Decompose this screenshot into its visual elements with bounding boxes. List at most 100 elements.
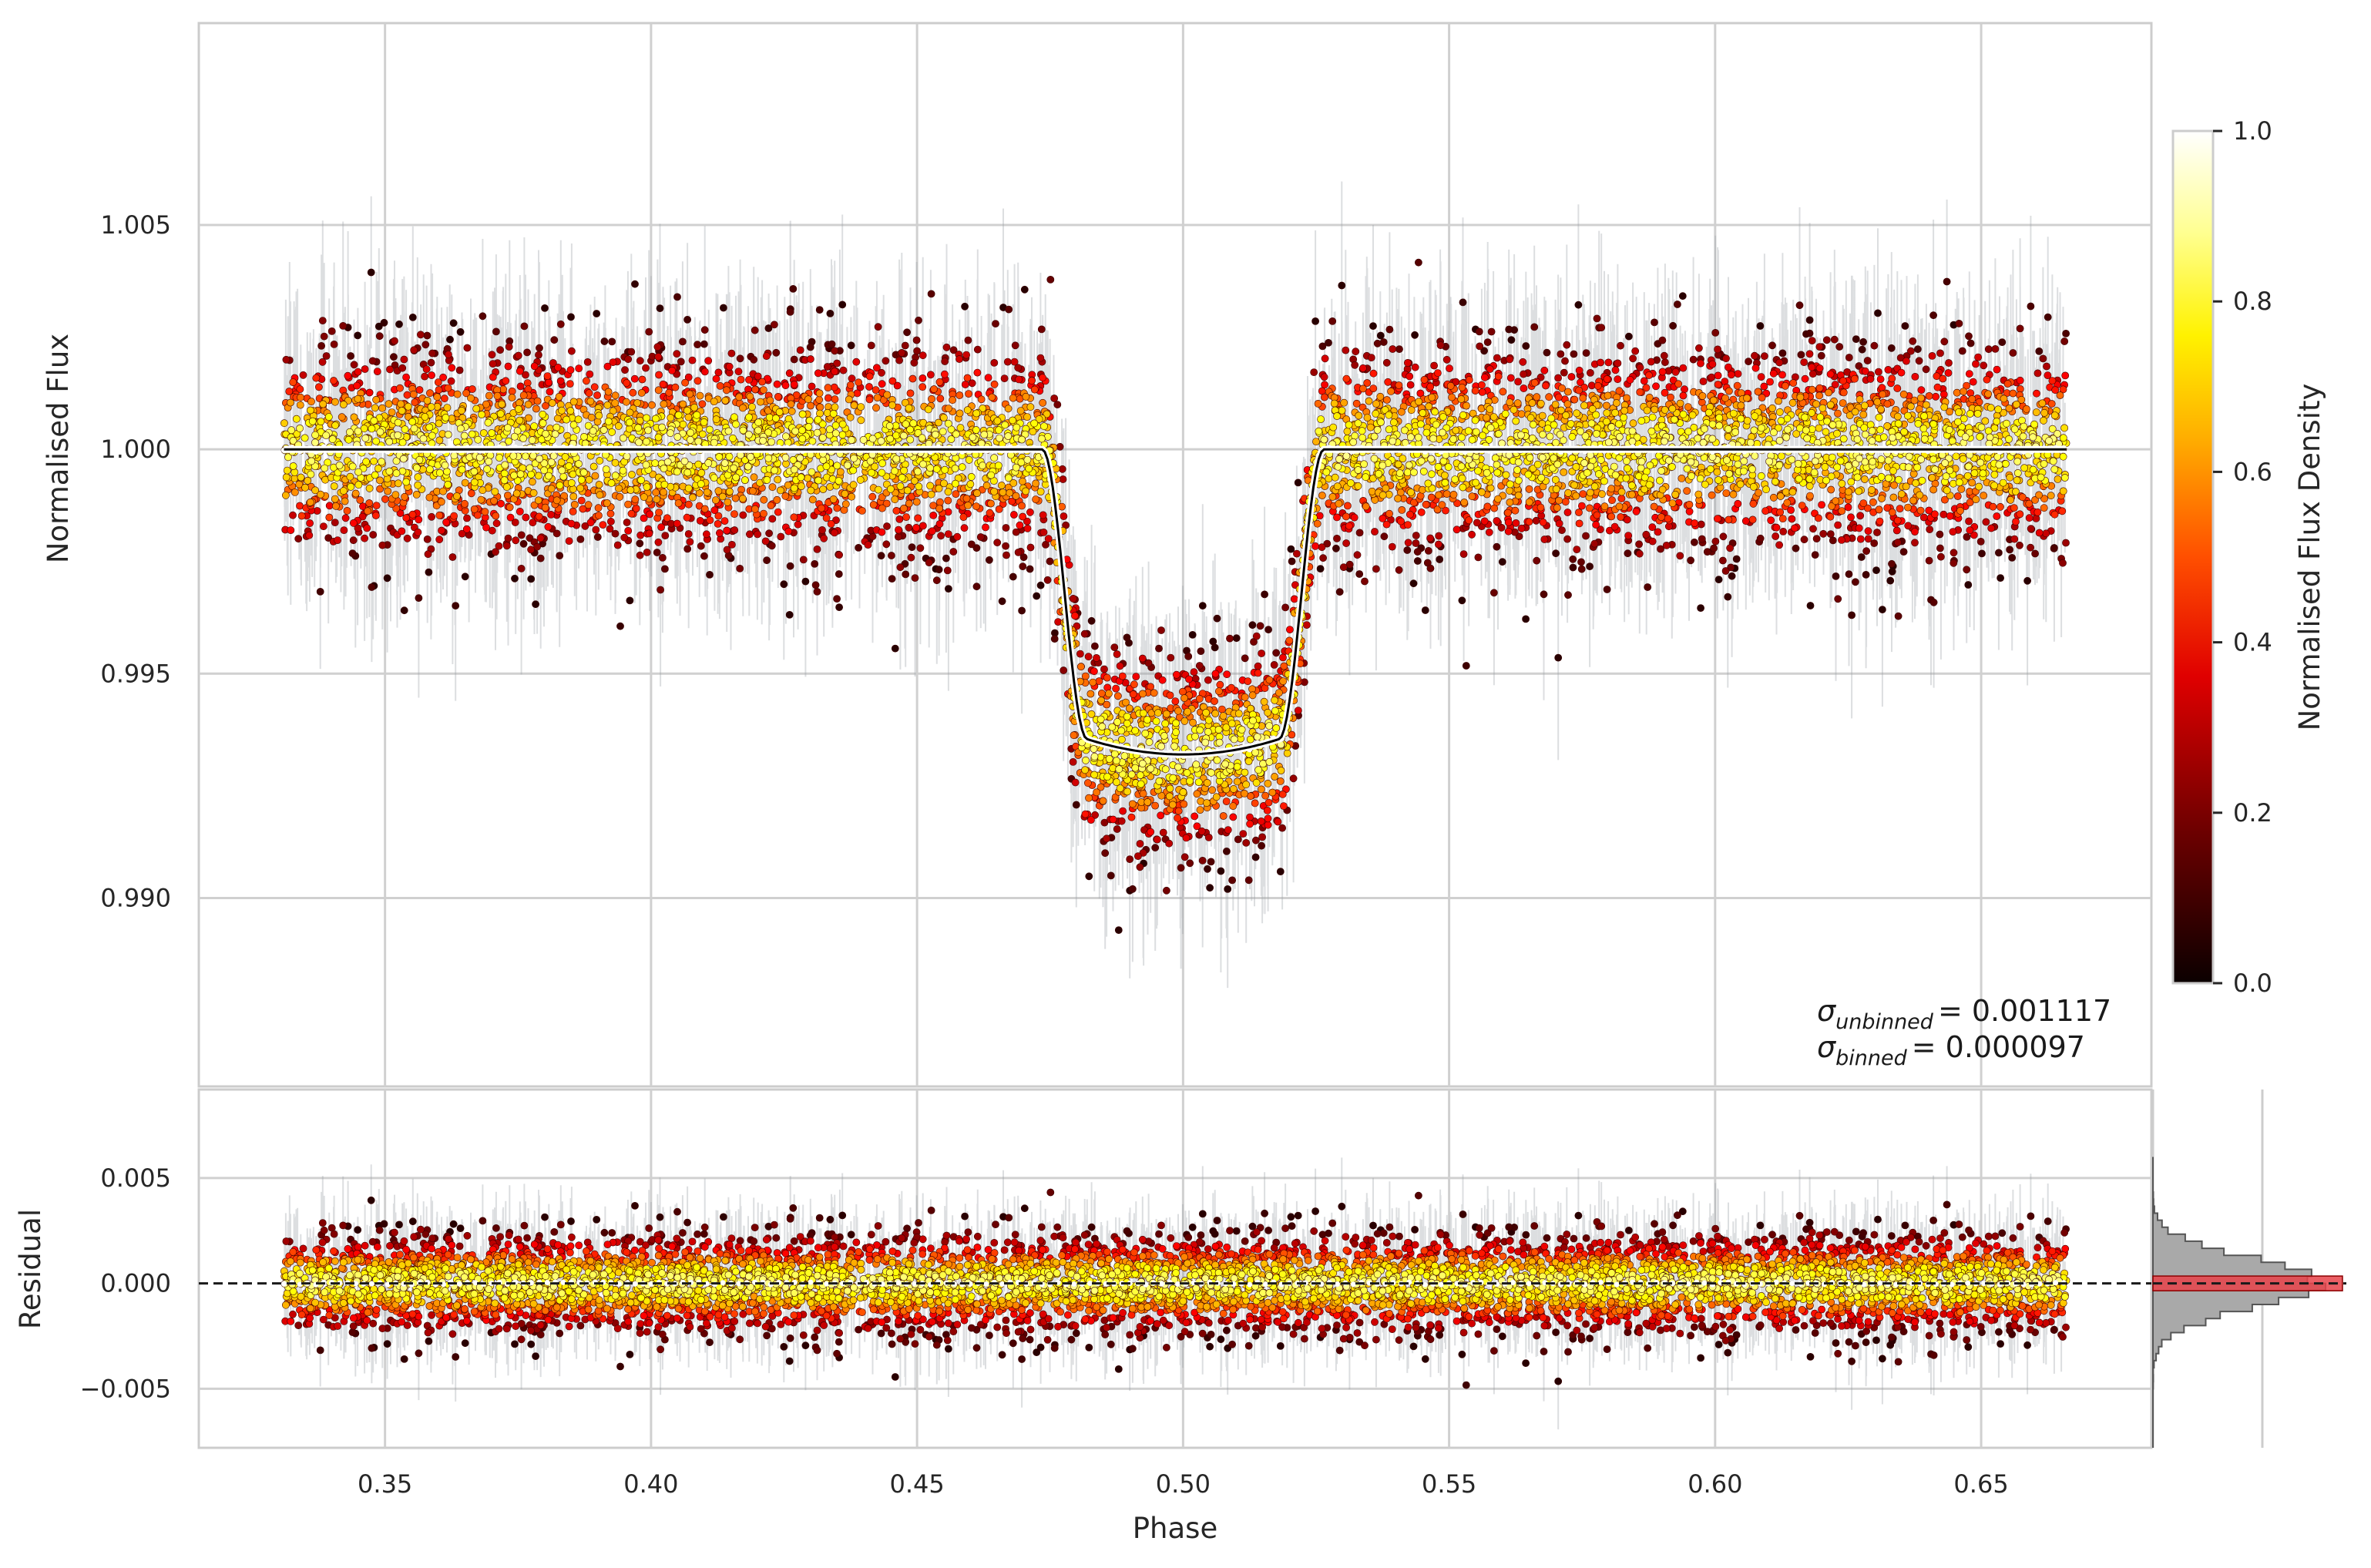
main-data-point bbox=[380, 318, 388, 327]
main-data-point bbox=[656, 304, 664, 312]
main-data-point bbox=[1084, 779, 1092, 787]
main-data-point bbox=[1661, 358, 1669, 366]
main-data-point bbox=[925, 405, 932, 414]
main-data-point bbox=[990, 358, 999, 367]
main-data-point bbox=[1202, 709, 1210, 717]
main-data-point bbox=[1955, 319, 1963, 327]
main-data-point bbox=[1563, 535, 1571, 543]
main-data-point bbox=[595, 512, 603, 519]
main-data-point bbox=[1132, 673, 1140, 680]
main-data-point bbox=[895, 356, 903, 364]
main-data-point bbox=[1984, 390, 1992, 398]
main-data-point bbox=[523, 379, 532, 387]
main-data-point bbox=[1283, 749, 1291, 757]
main-data-point bbox=[850, 401, 858, 409]
main-data-point bbox=[1932, 392, 1939, 401]
main-data-point bbox=[760, 386, 767, 394]
main-data-point bbox=[1144, 798, 1152, 806]
main-data-point bbox=[1864, 535, 1872, 543]
main-data-point bbox=[1016, 521, 1024, 529]
main-data-point bbox=[1150, 689, 1158, 697]
main-data-point bbox=[990, 488, 998, 495]
main-data-point bbox=[516, 382, 525, 391]
main-data-point bbox=[312, 374, 321, 382]
main-data-point bbox=[1838, 507, 1846, 515]
main-data-point bbox=[941, 370, 949, 378]
main-data-point bbox=[1805, 329, 1814, 337]
main-data-point bbox=[998, 482, 1006, 489]
main-data-point bbox=[297, 473, 305, 482]
main-data-point bbox=[1101, 849, 1110, 858]
main-data-point bbox=[1889, 467, 1897, 475]
main-data-point bbox=[684, 500, 693, 509]
main-data-point bbox=[593, 533, 602, 541]
main-data-point bbox=[1180, 717, 1189, 725]
main-data-point bbox=[1859, 411, 1868, 418]
main-data-point bbox=[1640, 377, 1648, 385]
main-data-point bbox=[529, 478, 536, 486]
main-data-point bbox=[1166, 691, 1174, 700]
main-data-point bbox=[833, 595, 841, 603]
main-data-point bbox=[438, 498, 445, 506]
main-data-point bbox=[1778, 515, 1787, 522]
main-data-point bbox=[1884, 365, 1892, 374]
main-data-point bbox=[408, 510, 417, 519]
main-data-point bbox=[655, 371, 663, 379]
main-data-point bbox=[1827, 485, 1835, 494]
main-data-point bbox=[1598, 490, 1606, 499]
main-data-point bbox=[603, 362, 612, 371]
main-data-point bbox=[1087, 616, 1096, 625]
main-data-point bbox=[990, 380, 999, 388]
main-data-point bbox=[1615, 502, 1624, 511]
main-data-point bbox=[1839, 377, 1847, 385]
main-data-point bbox=[883, 522, 891, 530]
main-data-point bbox=[1965, 332, 1973, 341]
main-data-point bbox=[955, 409, 964, 418]
main-data-point bbox=[585, 475, 593, 484]
main-data-point bbox=[720, 304, 727, 312]
main-data-point bbox=[1741, 517, 1750, 525]
main-data-point bbox=[341, 514, 350, 522]
main-data-point bbox=[2033, 369, 2042, 378]
main-data-point bbox=[1127, 813, 1136, 821]
main-data-point bbox=[968, 540, 976, 549]
main-data-point bbox=[1743, 417, 1751, 425]
main-data-point bbox=[496, 346, 504, 354]
main-data-point bbox=[877, 552, 885, 560]
main-data-point bbox=[1778, 371, 1786, 379]
main-data-point bbox=[1002, 551, 1010, 559]
main-data-point bbox=[1203, 799, 1211, 807]
main-data-point bbox=[504, 492, 512, 499]
main-data-point bbox=[1278, 824, 1286, 832]
main-data-point bbox=[858, 507, 866, 515]
main-data-point bbox=[1316, 565, 1325, 572]
main-data-point bbox=[1517, 410, 1526, 418]
main-data-point bbox=[428, 512, 435, 521]
main-data-point bbox=[1219, 812, 1227, 820]
main-data-point bbox=[1645, 394, 1654, 401]
main-data-point bbox=[1991, 344, 2000, 353]
main-data-point bbox=[1504, 519, 1513, 526]
main-data-point bbox=[960, 524, 969, 532]
main-data-point bbox=[385, 400, 393, 408]
main-data-point bbox=[354, 331, 362, 340]
main-data-point bbox=[1896, 505, 1904, 512]
main-data-point bbox=[936, 498, 944, 506]
main-data-point bbox=[831, 368, 838, 376]
main-data-point bbox=[1955, 408, 1963, 416]
main-data-point bbox=[290, 468, 299, 476]
main-data-point bbox=[374, 465, 382, 472]
main-data-point bbox=[1223, 848, 1231, 855]
main-data-point bbox=[966, 480, 975, 489]
main-data-point bbox=[794, 520, 802, 529]
main-data-point bbox=[1815, 424, 1823, 432]
main-data-point bbox=[1177, 864, 1185, 872]
main-data-point bbox=[1562, 411, 1570, 419]
main-data-point bbox=[1274, 818, 1282, 826]
main-data-point bbox=[453, 390, 462, 398]
main-data-point bbox=[1212, 793, 1221, 801]
main-data-point bbox=[1384, 378, 1392, 386]
main-data-point bbox=[1369, 369, 1378, 378]
main-data-point bbox=[2059, 385, 2067, 394]
main-data-point bbox=[1385, 411, 1393, 419]
